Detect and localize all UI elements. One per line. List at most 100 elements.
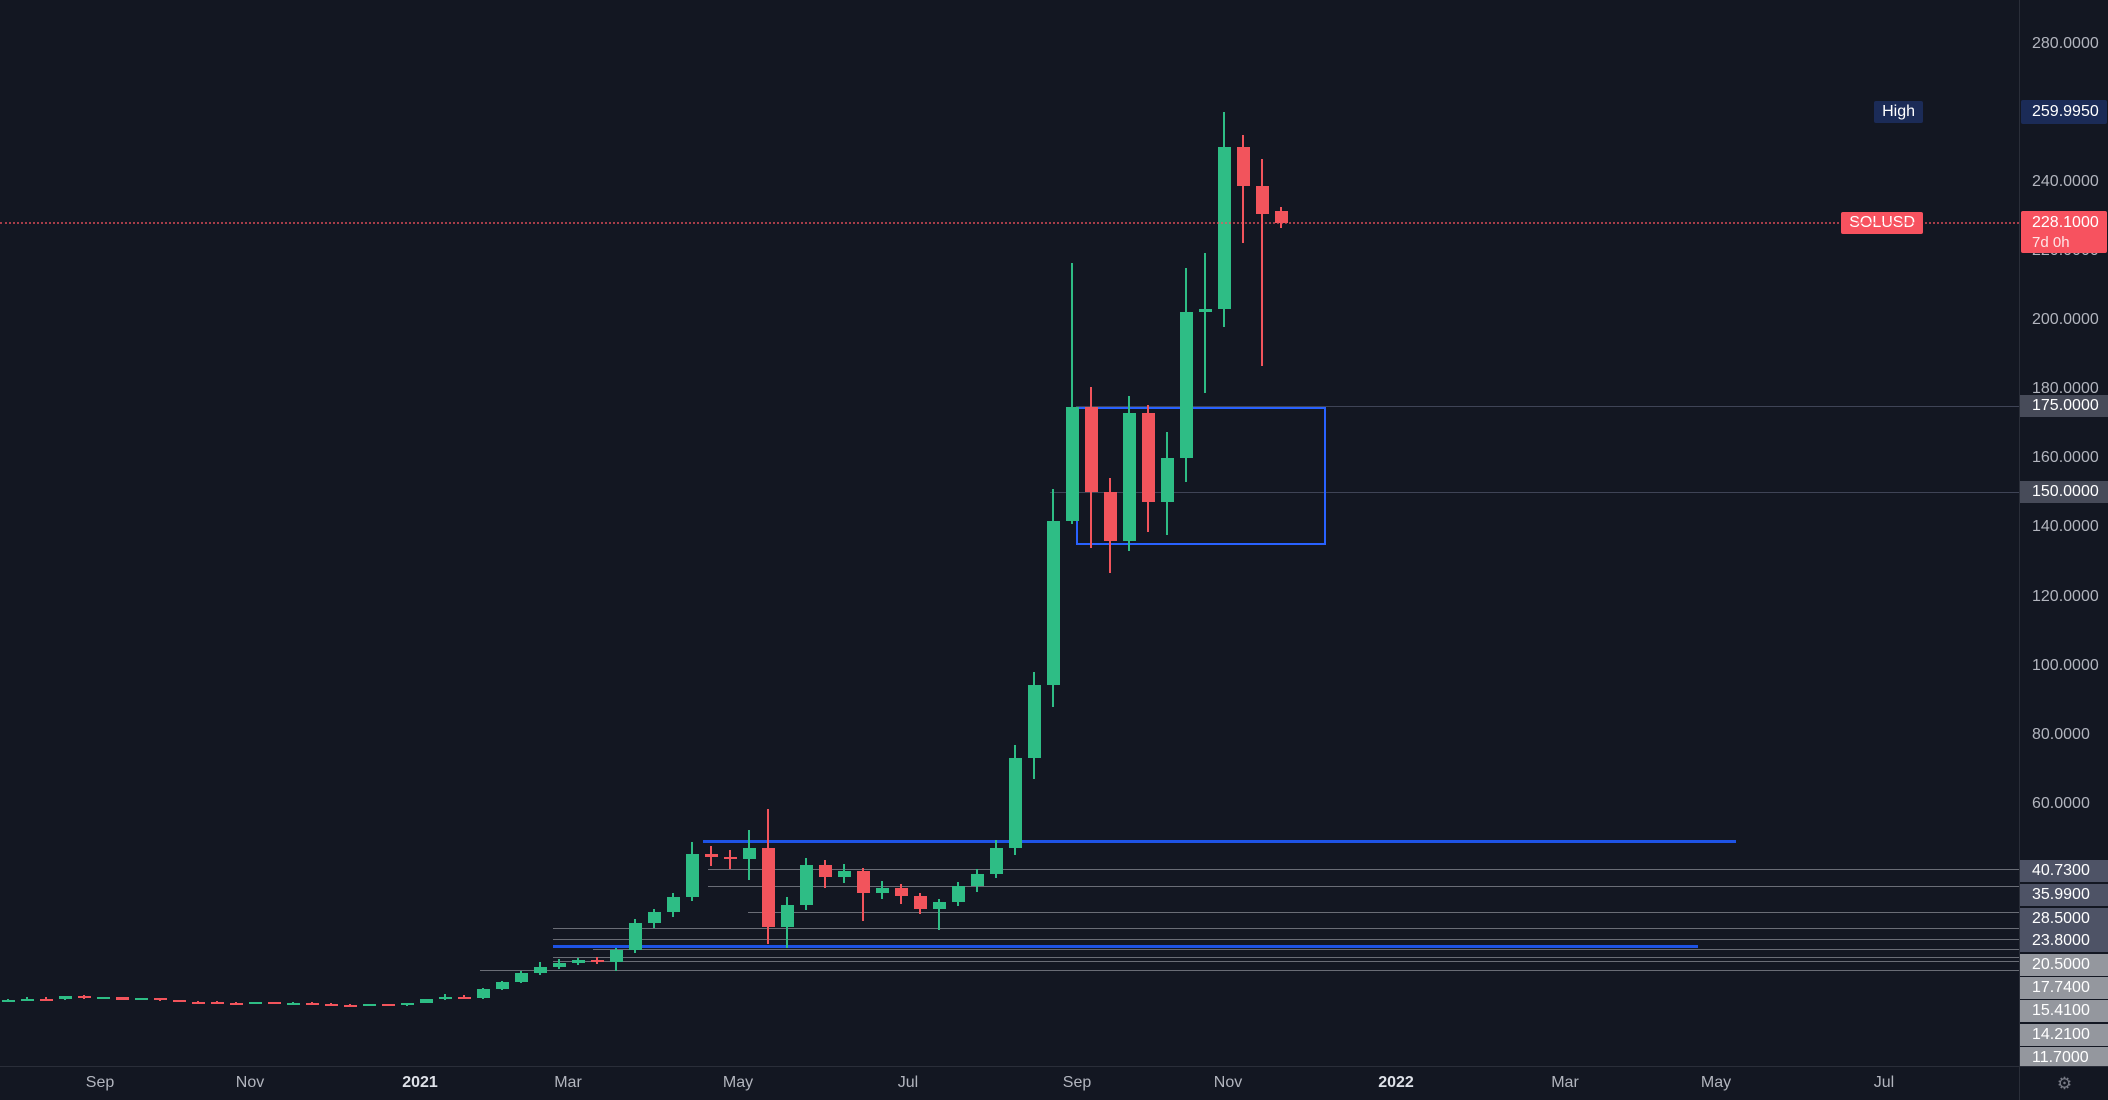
- candle: [1275, 211, 1288, 223]
- candle: [21, 998, 34, 1001]
- horizontal-line-40.7300[interactable]: [708, 869, 2019, 871]
- candle: [515, 972, 528, 982]
- candle: [1161, 457, 1174, 502]
- candle: [572, 960, 585, 963]
- candle: [40, 998, 53, 1001]
- horizontal-line-17.7400[interactable]: [593, 948, 2019, 950]
- horizontal-line-14.2100[interactable]: [553, 961, 2019, 962]
- price-tick-label: 180.0000: [2032, 380, 2099, 398]
- candle: [743, 847, 756, 860]
- candle: [1180, 311, 1193, 458]
- candle: [78, 996, 91, 999]
- month-label: Nov: [235, 1074, 265, 1091]
- settings-gear-icon[interactable]: ⚙: [2056, 1073, 2073, 1093]
- candle: [971, 873, 984, 886]
- year-label: 2022: [1378, 1074, 1414, 1091]
- candle: [401, 1003, 414, 1006]
- price-tick-label: 240.0000: [2032, 173, 2099, 191]
- horizontal-line-11.7000[interactable]: [480, 969, 2019, 971]
- line-price-badge: 40.7300: [2020, 860, 2108, 882]
- line-price-badge: 175.0000: [2020, 395, 2108, 417]
- candle-wick: [1071, 263, 1073, 524]
- line-price-badge: 17.7400: [2020, 976, 2108, 999]
- candle: [1028, 685, 1041, 759]
- candle-wick: [729, 849, 731, 870]
- candle: [1123, 413, 1136, 542]
- candle-wick: [1242, 135, 1244, 243]
- candle: [1142, 413, 1155, 502]
- price-tick-label: 140.0000: [2032, 518, 2099, 536]
- price-chart-pane[interactable]: High SOLUSD: [0, 0, 2019, 1066]
- horizontal-line-28.5000[interactable]: [748, 911, 2019, 913]
- candle: [933, 902, 946, 910]
- candle: [990, 847, 1003, 874]
- candle-wick: [862, 868, 864, 922]
- month-label: Mar: [554, 1074, 582, 1091]
- line-price-badge: 28.5000: [2020, 907, 2108, 930]
- candle: [496, 981, 509, 990]
- candle: [762, 847, 775, 927]
- candle-wick: [938, 898, 940, 931]
- line-price-badge: 150.0000: [2020, 481, 2108, 503]
- horizontal-line-20.5000[interactable]: [553, 939, 2019, 941]
- horizontal-line-15.4100[interactable]: [553, 956, 2019, 958]
- candle: [1218, 146, 1231, 310]
- blue-ray-2[interactable]: [553, 945, 1698, 949]
- candle-wick: [444, 994, 446, 1000]
- month-label: Jul: [897, 1074, 919, 1091]
- month-label: May: [1700, 1074, 1732, 1091]
- candle: [838, 871, 851, 878]
- candle: [230, 1003, 243, 1005]
- price-tick-label: 80.0000: [2032, 725, 2090, 743]
- candle: [667, 896, 680, 913]
- candle: [1085, 407, 1098, 492]
- candle: [1237, 146, 1250, 187]
- month-label: Sep: [1062, 1074, 1092, 1091]
- candle: [306, 1002, 319, 1005]
- candle: [553, 962, 566, 968]
- horizontal-line-23.8000[interactable]: [553, 927, 2019, 929]
- price-tick-label: 280.0000: [2032, 34, 2099, 52]
- time-axis[interactable]: Sep Nov 2021 Mar May Jul Sep Nov 2022 Mar May Jul: [0, 1066, 2108, 1100]
- line-price-badge: 15.4100: [2020, 1000, 2108, 1022]
- axis-corner: ⚙: [2019, 1066, 2108, 1100]
- candle: [610, 950, 623, 963]
- candle: [154, 998, 167, 1001]
- line-price-badge: 20.5000: [2020, 954, 2108, 976]
- price-axis[interactable]: 259.9950 228.1000 7d 0h 280.0000 240.0000…: [2019, 0, 2108, 1066]
- price-tick-label: 100.0000: [2032, 656, 2099, 674]
- candle-wick: [330, 1003, 332, 1006]
- month-label: Nov: [1213, 1074, 1243, 1091]
- candle: [1009, 758, 1022, 848]
- horizontal-line-150.0000[interactable]: [1050, 491, 2019, 493]
- price-tick-label: 200.0000: [2032, 311, 2099, 329]
- line-price-badge: 35.9900: [2020, 884, 2108, 906]
- candle: [97, 997, 110, 1000]
- candle: [705, 854, 718, 857]
- candle: [534, 967, 547, 973]
- horizontal-line-35.9900[interactable]: [708, 885, 2019, 887]
- horizontal-line-175.0000[interactable]: [1076, 405, 2019, 407]
- candle: [477, 989, 490, 999]
- candle: [211, 1001, 224, 1004]
- candle: [192, 1001, 205, 1004]
- candle: [1066, 407, 1079, 522]
- candle: [439, 997, 452, 1000]
- candle: [363, 1004, 376, 1007]
- line-price-badge: 14.2100: [2020, 1023, 2108, 1046]
- candle: [1256, 186, 1269, 215]
- candle: [344, 1004, 357, 1007]
- high-label-chip: High: [1874, 101, 1923, 124]
- candle: [876, 887, 889, 894]
- candle: [591, 960, 604, 963]
- candle: [268, 1002, 281, 1005]
- candle: [287, 1002, 300, 1005]
- line-price-badge: 11.7000: [2020, 1047, 2108, 1066]
- blue-ray-1[interactable]: [703, 840, 1736, 844]
- current-price-line: [0, 221, 2019, 224]
- candle-wick: [1204, 252, 1206, 393]
- candle: [914, 896, 927, 910]
- line-price-badge: 23.8000: [2020, 930, 2108, 952]
- candle: [116, 997, 129, 1000]
